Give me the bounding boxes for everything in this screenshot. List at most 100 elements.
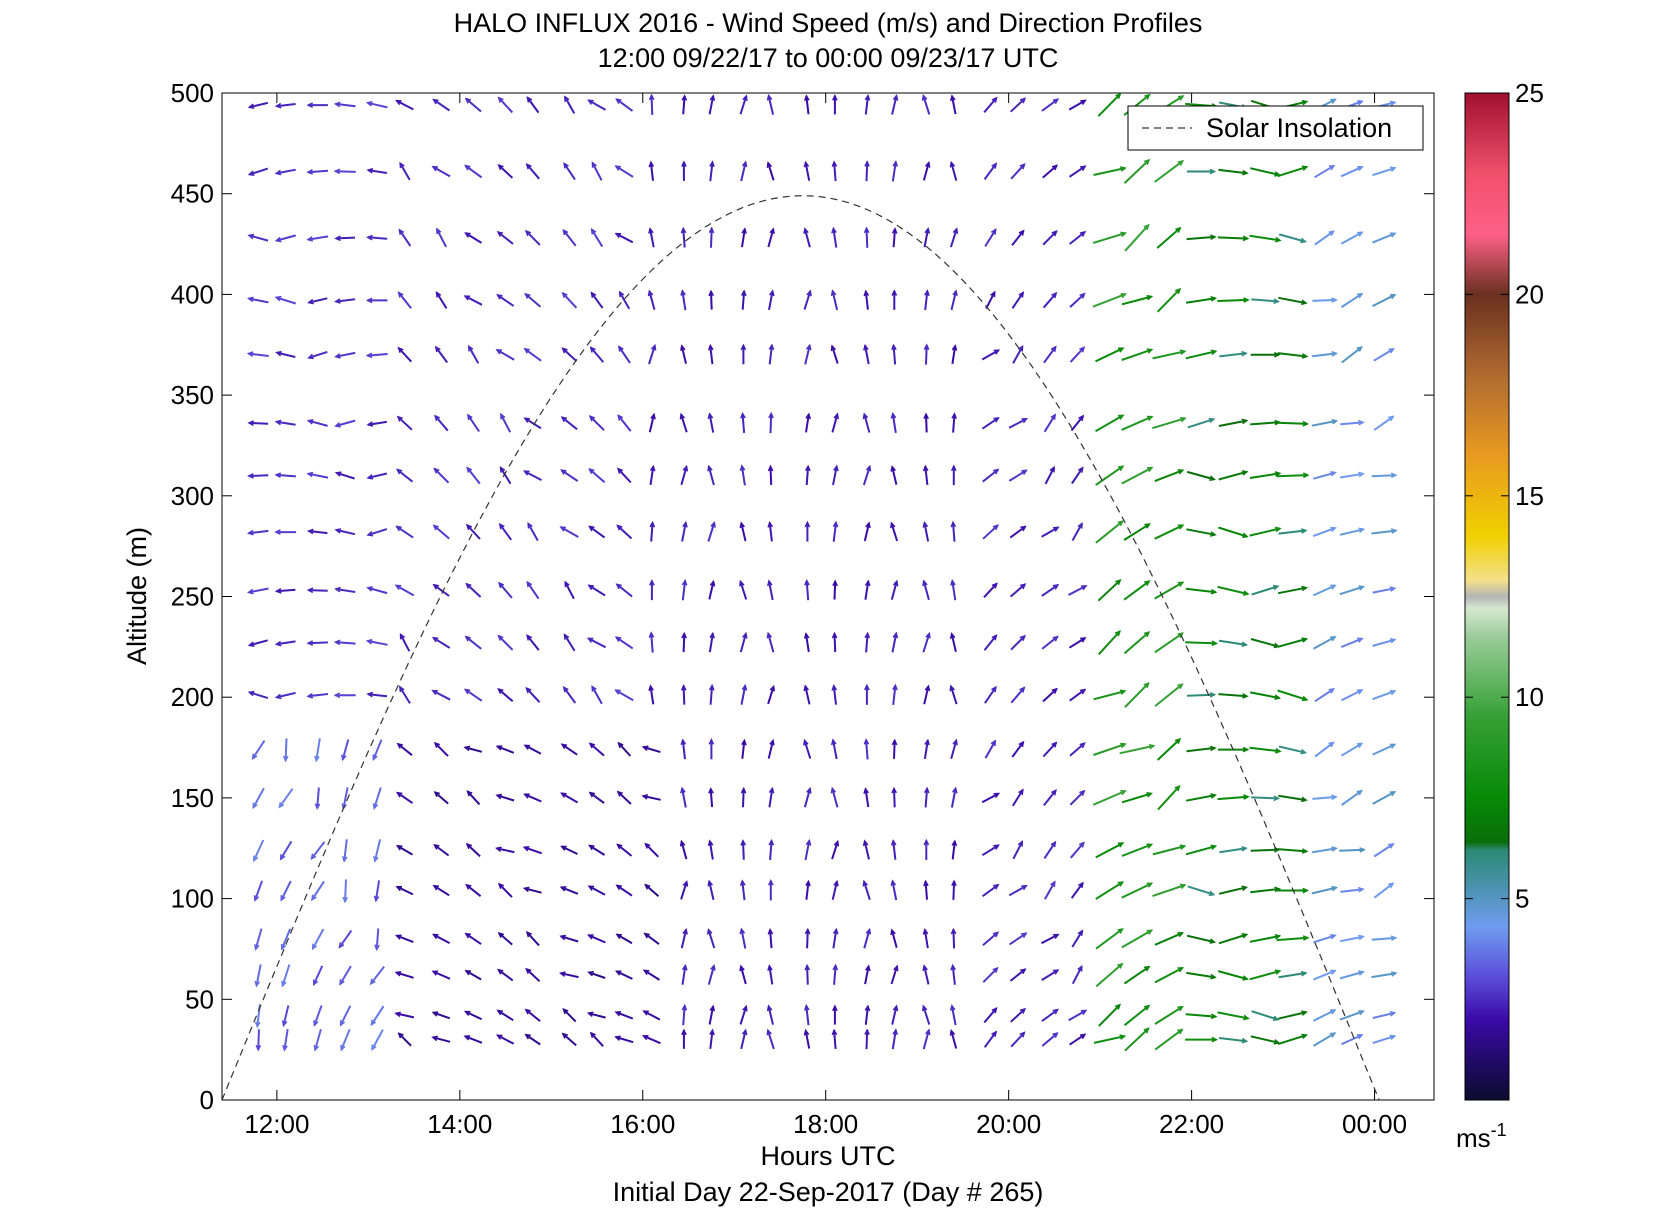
wind-arrow [950, 927, 957, 949]
wind-arrow [923, 879, 929, 900]
x-tick-label: 12:00 [244, 1109, 309, 1139]
x-tick-label: 18:00 [793, 1109, 858, 1139]
wind-arrow [1277, 637, 1309, 648]
wind-arrow [499, 466, 512, 485]
wind-arrow [1185, 587, 1218, 595]
wind-arrow [396, 415, 413, 431]
wind-arrow [862, 464, 872, 486]
wind-arrow [311, 928, 325, 951]
x-tick-label: 00:00 [1342, 1109, 1407, 1139]
wind-arrow [279, 840, 293, 861]
wind-arrow [1041, 1008, 1059, 1022]
wind-arrow [1218, 885, 1249, 895]
wind-arrow [1250, 691, 1281, 701]
wind-arrow [679, 412, 688, 433]
wind-arrow [1339, 527, 1366, 536]
wind-arrow [398, 685, 411, 704]
wind-arrow [767, 227, 775, 248]
wind-arrow [1311, 885, 1339, 895]
wind-arrow [1278, 233, 1307, 244]
wind-arrow [740, 1028, 748, 1050]
wind-arrow [1123, 158, 1151, 184]
wind-arrow [1069, 346, 1086, 363]
wind-arrow [1217, 297, 1250, 303]
wind-arrow [804, 343, 812, 365]
wind-arrow [1372, 232, 1397, 244]
wind-arrow [560, 845, 578, 855]
wind-arrow [951, 344, 958, 365]
wind-arrow [432, 583, 450, 597]
wind-arrow [1095, 465, 1125, 486]
wind-arrow [1009, 968, 1027, 982]
wind-arrow [588, 468, 606, 483]
wind-arrow [767, 738, 775, 759]
wind-arrow [587, 584, 606, 597]
wind-arrow [1314, 230, 1336, 246]
wind-arrow [1371, 472, 1398, 479]
wind-arrow [395, 934, 414, 944]
wind-arrow [862, 839, 870, 860]
wind-arrow [1314, 741, 1335, 758]
wind-arrow [306, 419, 328, 427]
wind-arrow [1011, 788, 1024, 807]
wind-arrow [707, 343, 714, 365]
wind-arrow [949, 94, 957, 115]
wind-arrow [1095, 520, 1124, 544]
wind-arrow [397, 346, 413, 363]
wind-arrow [1340, 742, 1364, 757]
wind-arrow [365, 100, 388, 109]
wind-arrow [247, 587, 269, 595]
x-axis-sublabel: Initial Day 22-Sep-2017 (Day # 265) [613, 1177, 1044, 1207]
wind-arrow [313, 1028, 322, 1052]
wind-arrow [830, 786, 839, 808]
wind-arrow [832, 464, 839, 486]
wind-arrow [274, 102, 296, 109]
wind-arrow [1186, 793, 1217, 802]
wind-arrow [923, 227, 931, 248]
wind-arrow [394, 1011, 415, 1019]
wind-arrow [767, 520, 774, 542]
wind-arrow [1123, 523, 1151, 541]
wind-arrow [891, 786, 897, 808]
wind-arrow [1312, 297, 1338, 303]
wind-arrow [644, 883, 660, 897]
wind-arrow [1069, 688, 1087, 702]
wind-arrow [433, 791, 449, 805]
wind-arrow [708, 226, 715, 248]
wind-arrow [832, 1004, 838, 1025]
wind-arrow [464, 635, 482, 650]
wind-arrow [1042, 291, 1058, 309]
wind-arrow [280, 928, 292, 951]
wind-arrow [949, 227, 959, 248]
wind-arrow [314, 738, 321, 763]
wind-arrow [588, 742, 605, 757]
wind-arrow [466, 466, 481, 485]
wind-arrow [365, 352, 388, 359]
wind-arrow [1186, 528, 1217, 537]
y-tick-label: 450 [171, 179, 214, 209]
wind-arrow [1340, 165, 1364, 178]
wind-arrow [739, 579, 748, 600]
x-tick-label: 20:00 [976, 1109, 1041, 1139]
colorbar-tick-label: 20 [1515, 279, 1544, 309]
wind-arrow [1277, 1033, 1309, 1046]
wind-arrow [1276, 472, 1310, 479]
wind-arrow [1186, 971, 1217, 980]
wind-arrow [1312, 526, 1337, 538]
wind-arrow [465, 582, 482, 598]
wind-arrow [1010, 163, 1026, 180]
wind-arrow [1044, 880, 1056, 900]
wind-arrow [1372, 166, 1397, 177]
wind-arrow [559, 886, 579, 895]
wind-arrow [804, 838, 812, 861]
wind-arrow [739, 1004, 748, 1025]
wind-arrow [463, 688, 483, 702]
wind-arrow [247, 420, 269, 426]
wind-arrow [307, 297, 328, 305]
wind-arrow [1009, 932, 1028, 946]
wind-arrow [1069, 230, 1087, 245]
wind-arrow [253, 880, 264, 902]
wind-arrow [374, 928, 380, 952]
wind-arrow [1152, 349, 1187, 360]
wind-arrow [1154, 469, 1185, 483]
